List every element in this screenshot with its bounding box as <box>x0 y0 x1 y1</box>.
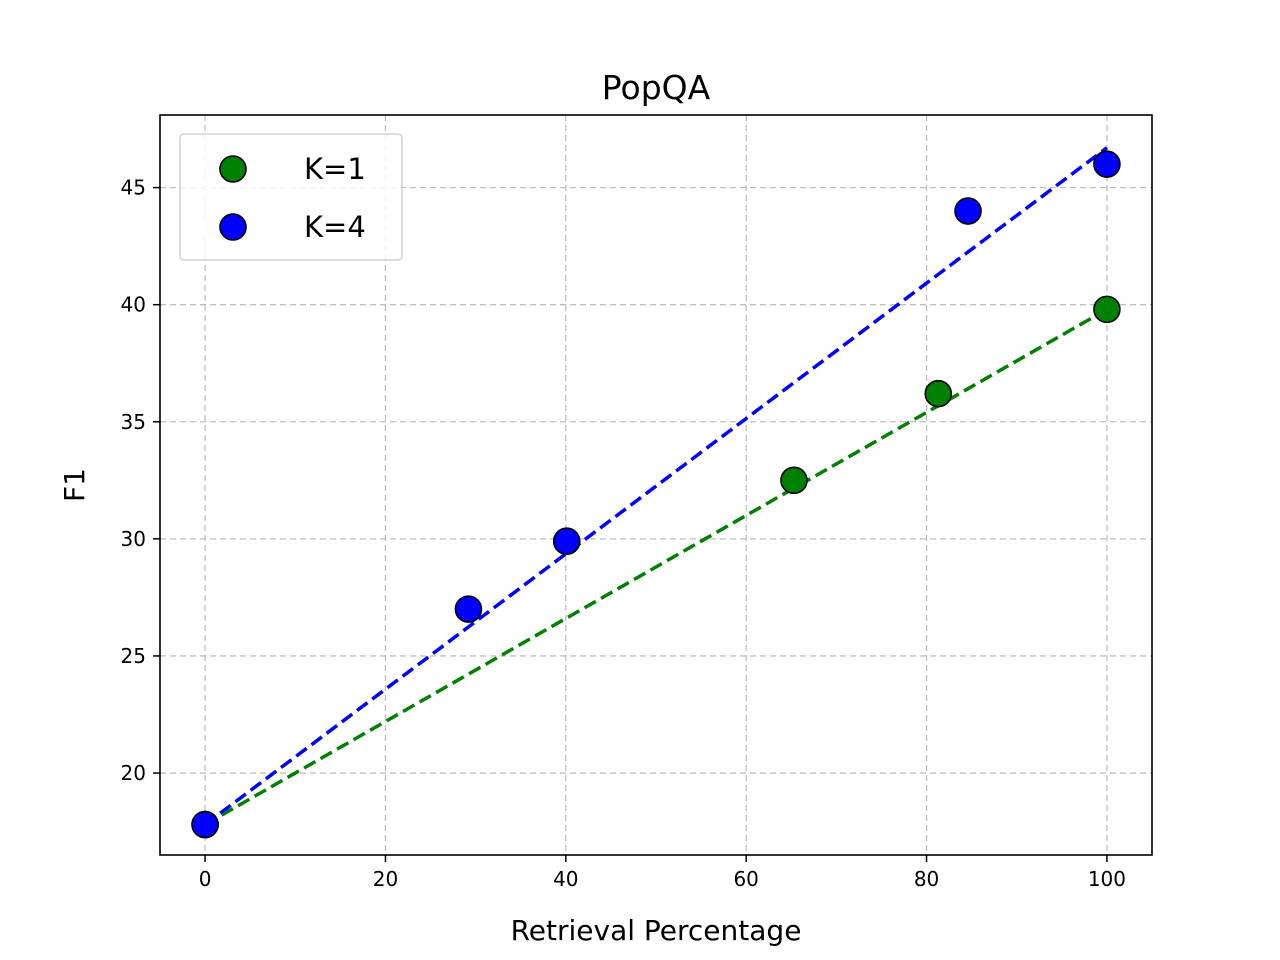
x-tick-label: 0 <box>199 867 212 891</box>
x-tick-label: 60 <box>733 867 758 891</box>
data-point-series-2 <box>454 595 483 623</box>
y-tick-label: 30 <box>121 527 146 551</box>
chart-title: PopQA <box>602 68 711 107</box>
y-tick-label: 45 <box>121 176 146 200</box>
axis-ticks: 0 20 40 60 80 100 20 25 30 35 40 45 <box>121 176 1126 891</box>
data-point-series-1 <box>780 466 808 495</box>
x-tick-label: 20 <box>373 867 398 891</box>
fit-line-series-2 <box>204 146 1108 826</box>
legend-marker-k1 <box>219 155 247 183</box>
legend-frame <box>179 133 403 261</box>
legend: K=1 K=4 <box>179 133 403 261</box>
x-tick-label: 80 <box>914 867 939 891</box>
data-points <box>191 150 1121 839</box>
x-axis-title: Retrieval Percentage <box>511 914 802 947</box>
y-tick-label: 40 <box>121 293 146 317</box>
y-axis-title: F1 <box>58 468 91 502</box>
legend-label-k4: K=4 <box>304 210 366 244</box>
y-tick-label: 35 <box>121 410 146 434</box>
data-point-series-2 <box>1093 150 1121 178</box>
y-tick-label: 25 <box>121 644 146 668</box>
fit-lines <box>204 146 1108 827</box>
x-tick-label: 40 <box>553 867 578 891</box>
data-point-series-2 <box>552 527 581 556</box>
data-point-series-2 <box>954 197 982 225</box>
legend-label-k1: K=1 <box>304 152 366 186</box>
x-tick-label: 100 <box>1088 867 1126 891</box>
y-tick-label: 20 <box>121 761 146 785</box>
legend-marker-k4 <box>219 213 247 241</box>
plot-area-frame <box>159 114 1153 856</box>
data-point-series-2 <box>191 810 219 839</box>
fit-line-series-1 <box>204 307 1108 827</box>
data-point-series-1 <box>924 379 953 408</box>
data-point-series-1 <box>1093 295 1121 324</box>
